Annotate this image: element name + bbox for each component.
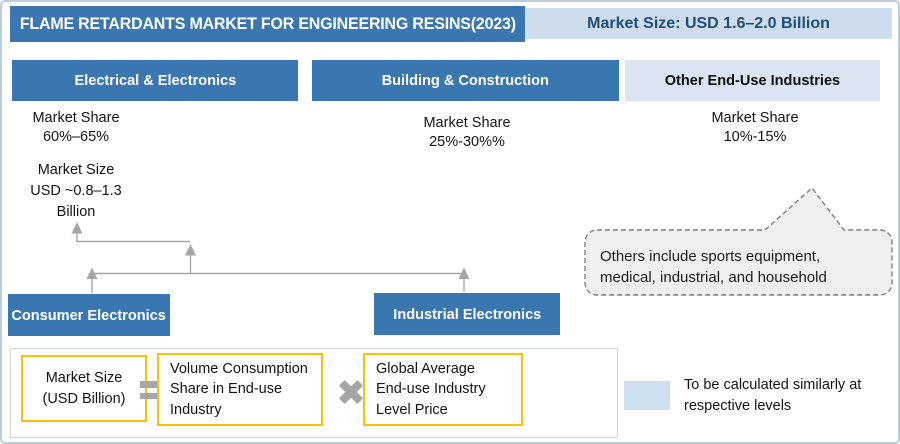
market-size-value: USD ~0.8–1.3 <box>30 183 122 199</box>
bc-market-share: Market Share 25%-30%% <box>332 114 602 152</box>
multiply-icon <box>338 378 364 404</box>
market-size-banner-label: Market Size: USD 1.6–2.0 Billion <box>587 14 830 32</box>
market-share-value: 10%-15% <box>723 129 787 145</box>
formula-container: Market Size (USD Billion) Volume Consump… <box>10 348 618 438</box>
subsegment-label: Industrial Electronics <box>393 305 541 323</box>
formula-text: Share in End-use <box>170 381 283 398</box>
subsegment-consumer-electronics: Consumer Electronics <box>8 294 170 336</box>
formula-text: (USD Billion) <box>42 390 126 407</box>
formula-price-box: Global Average End-use Industry Level Pr… <box>363 353 523 426</box>
formula-text: End-use Industry <box>376 381 486 398</box>
formula-text: Market Size <box>45 370 123 386</box>
segment-label: Other End-Use Industries <box>664 72 841 89</box>
other-market-share: Market Share 10%-15% <box>660 109 850 147</box>
ee-market-share: Market Share 60%–65% <box>6 109 146 147</box>
callout-note: Others include sports equipment, medical… <box>600 246 880 288</box>
segment-label: Building & Construction <box>381 72 550 89</box>
legend-line-2: respective levels <box>684 398 792 414</box>
market-share-title: Market Share <box>423 115 511 131</box>
segment-label: Electrical & Electronics <box>74 72 236 89</box>
legend-line-1: To be calculated similarly at <box>684 377 862 393</box>
title-bar: FLAME RETARDANTS MARKET FOR ENGINEERING … <box>10 6 525 42</box>
subsegment-label: Consumer Electronics <box>11 306 167 324</box>
market-size-unit: Billion <box>56 204 96 220</box>
market-share-value: 25%-30%% <box>429 134 505 150</box>
legend-color-swatch <box>624 381 670 410</box>
formula-text: Volume Consumption <box>170 360 308 377</box>
market-size-title: Market Size <box>37 162 115 178</box>
legend-note: To be calculated similarly at respective… <box>684 375 898 417</box>
formula-text: Level Price <box>376 401 448 418</box>
equals-icon <box>140 381 162 399</box>
formula-volume-share-box: Volume Consumption Share in End-use Indu… <box>157 353 323 426</box>
formula-text: Global Average <box>376 360 475 377</box>
callout-bubble <box>584 186 893 296</box>
market-share-value: 60%–65% <box>42 129 110 145</box>
segment-electrical-electronics: Electrical & Electronics <box>12 60 298 101</box>
callout-line-1: Others include sports equipment, <box>600 248 821 265</box>
segment-other-end-use: Other End-Use Industries <box>625 60 880 101</box>
ee-market-size: Market Size USD ~0.8–1.3 Billion <box>6 160 146 223</box>
subsegment-industrial-electronics: Industrial Electronics <box>374 293 560 335</box>
market-share-title: Market Share <box>711 110 799 126</box>
page-title: FLAME RETARDANTS MARKET FOR ENGINEERING … <box>19 14 516 33</box>
segment-building-construction: Building & Construction <box>312 60 619 101</box>
formula-market-size-box: Market Size (USD Billion) <box>21 355 147 422</box>
callout-line-2: medical, industrial, and household <box>600 269 827 286</box>
formula-text: Industry <box>170 401 222 418</box>
market-share-title: Market Share <box>32 110 120 126</box>
market-size-banner: Market Size: USD 1.6–2.0 Billion <box>525 8 892 39</box>
